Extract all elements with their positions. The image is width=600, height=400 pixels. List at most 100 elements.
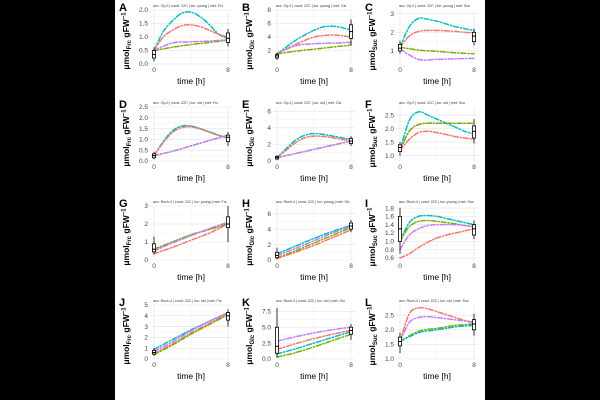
y-axis-label-sup: −1 <box>368 108 374 116</box>
y-axis-label-sup: −1 <box>245 307 251 315</box>
y-axis-label: μmolFrc gFW−1 <box>121 208 133 266</box>
panel-letter: I <box>365 198 368 210</box>
y-axis-label-unit: gFW <box>121 18 131 40</box>
y-tick-label: 0.0 <box>262 356 271 363</box>
y-tick-label: 1.0 <box>139 137 148 144</box>
y-tick-label: 5 <box>144 302 148 309</box>
y-axis-label-sub: Glc <box>250 136 256 146</box>
y-axis-label-sup: −1 <box>122 12 128 20</box>
boxplot-end-box <box>472 319 477 331</box>
x-axis-label: time [h] <box>423 173 451 183</box>
boxplot-start-box <box>275 326 280 354</box>
series-line-1 <box>399 110 475 151</box>
x-tick-label: 0 <box>275 67 279 74</box>
series-line-3 <box>276 226 352 259</box>
y-axis-label-base: μmol <box>367 246 377 266</box>
panel-title: acc: Rsch-4 | cond: 22C | loc: young | m… <box>276 200 350 204</box>
x-tick-label: 8 <box>226 263 230 270</box>
y-axis-label: μmolSuc gFW−1 <box>367 11 379 71</box>
x-axis-label: time [h] <box>423 272 451 282</box>
series-line-1 <box>399 214 475 243</box>
y-tick-label: 8 <box>267 7 271 14</box>
y-axis-label-sub: Suc <box>373 38 379 50</box>
x-tick-label: 8 <box>472 263 476 270</box>
panel-title: acc: Rsch-4 | cond: 22C | loc: young | m… <box>153 200 227 204</box>
x-axis-label: time [h] <box>300 76 328 86</box>
series-line-1 <box>276 132 352 159</box>
series-line-1 <box>153 11 229 52</box>
x-axis-label: time [h] <box>177 272 205 282</box>
y-tick-label: 1.6 <box>385 214 394 221</box>
series-line-2 <box>399 29 475 48</box>
series-line-2 <box>276 135 352 159</box>
x-tick-label: 0 <box>152 263 156 270</box>
y-axis-label-base: μmol <box>367 345 377 365</box>
series-line-2 <box>153 311 229 353</box>
series-line-3 <box>153 221 229 252</box>
y-tick-label: 4 <box>267 125 271 132</box>
x-tick-label: 8 <box>472 67 476 74</box>
y-tick-label: 5.0 <box>262 324 271 331</box>
panel-letter: D <box>119 99 127 111</box>
y-axis-label-base: μmol <box>121 344 131 364</box>
y-axis-label: μmolSuc gFW−1 <box>367 207 379 267</box>
y-axis-label-base: μmol <box>244 245 254 265</box>
y-axis-label-unit: gFW <box>121 214 131 236</box>
panel-title: acc: Oy-0 | cond: 22C | loc: young | met… <box>153 4 223 8</box>
y-tick-label: 0.0 <box>139 158 148 165</box>
y-tick-label: 3 <box>144 324 148 331</box>
x-tick-label: 8 <box>226 67 230 74</box>
y-axis-label: μmolGlc gFW−1 <box>244 12 256 70</box>
x-axis-label: time [h] <box>423 371 451 381</box>
y-tick-label: 2.5 <box>385 312 394 319</box>
y-axis-label-unit: gFW <box>244 313 254 335</box>
panel-letter: C <box>365 2 373 14</box>
y-tick-label: 1 <box>390 48 394 55</box>
series-line-4 <box>153 38 229 52</box>
y-tick-label: 1.5 <box>139 126 148 133</box>
y-axis-label: μmolFrc gFW−1 <box>121 109 133 167</box>
x-tick-label: 8 <box>472 164 476 171</box>
x-tick-label: 8 <box>226 164 230 171</box>
series-line-2 <box>153 223 229 250</box>
y-axis-label-sup: −1 <box>245 109 251 117</box>
y-axis-label-sup: −1 <box>368 11 374 19</box>
y-tick-label: 0.5 <box>139 48 148 55</box>
y-tick-label: 1 <box>144 345 148 352</box>
y-axis-label-sup: −1 <box>245 12 251 20</box>
panel-letter: E <box>242 99 249 111</box>
series-line-4 <box>399 228 475 259</box>
panel-letter: H <box>242 198 250 210</box>
y-tick-label: 1.5 <box>385 139 394 146</box>
y-tick-label: 2 <box>144 221 148 228</box>
y-tick-label: 0 <box>267 257 271 264</box>
y-tick-label: 0 <box>267 158 271 165</box>
y-axis-label-unit: gFW <box>244 115 254 137</box>
y-axis-label-sub: Suc <box>373 135 379 147</box>
series-line-4 <box>153 223 229 255</box>
series-line-4 <box>399 48 475 61</box>
y-tick-label: 0 <box>144 356 148 363</box>
series-line-1 <box>153 124 229 157</box>
y-tick-label: 2 <box>267 242 271 249</box>
y-axis-label: μmolSuc gFW−1 <box>367 306 379 366</box>
series-line-4 <box>276 140 352 159</box>
boxplot-end-box <box>226 32 231 43</box>
boxplot-end-box <box>472 224 477 236</box>
y-axis-label-unit: gFW <box>367 17 377 39</box>
boxplot-start-box <box>398 144 403 152</box>
y-axis-label: μmolFrc gFW−1 <box>121 307 133 365</box>
panel-title: acc: Oy-0 | cond: 22C | loc: young | met… <box>276 4 347 8</box>
y-tick-label: 2.5 <box>262 340 271 347</box>
x-tick-label: 8 <box>349 164 353 171</box>
y-tick-label: 4 <box>144 313 148 320</box>
y-tick-label: 1.2 <box>385 230 394 237</box>
boxplot-end-box <box>226 134 231 142</box>
y-tick-label: 4 <box>267 226 271 233</box>
